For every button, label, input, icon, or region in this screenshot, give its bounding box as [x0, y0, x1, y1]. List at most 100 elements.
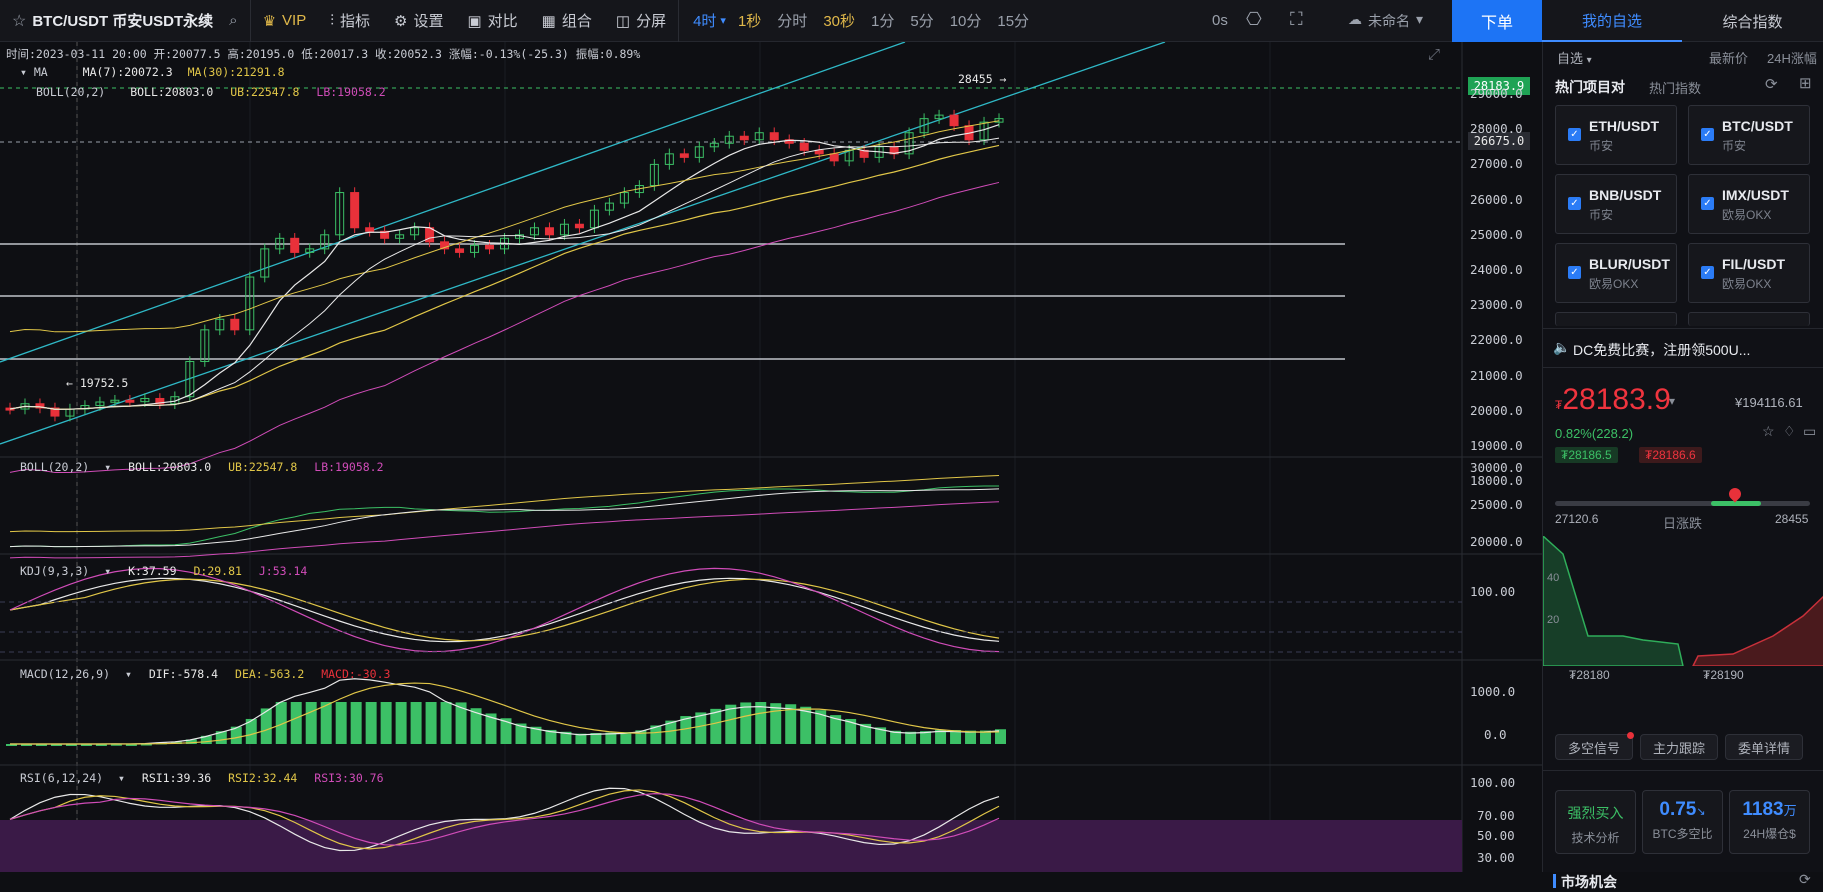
candle-body — [574, 223, 584, 229]
chevron-down-icon[interactable]: ▾ — [118, 771, 125, 785]
candle-body — [320, 234, 330, 250]
macd-bar — [425, 702, 437, 744]
candle-body — [140, 397, 150, 403]
account-menu[interactable]: ☁ 未命名 ▾ — [1348, 11, 1423, 31]
settings-button[interactable]: ⚙ 设置 — [382, 0, 455, 42]
bell-icon[interactable]: ♢ — [1783, 423, 1796, 439]
candle-body — [35, 403, 45, 409]
pair-card[interactable]: ✓ BTC/USDT 币安 — [1688, 105, 1810, 165]
macd-bar — [530, 726, 542, 744]
info-icon[interactable]: ▭ — [1803, 423, 1817, 439]
long-short-card[interactable]: 0.75↘ BTC多空比 — [1642, 790, 1723, 854]
candle-body — [440, 241, 450, 250]
star-icon[interactable]: ☆ — [12, 12, 27, 30]
vip-label: VIP — [282, 12, 307, 29]
hot-pairs-tab[interactable]: 热门项目对 — [1555, 79, 1625, 95]
range-bar — [1555, 501, 1810, 506]
camera-icon[interactable]: ⎔ — [1246, 9, 1262, 29]
range-fill — [1711, 501, 1761, 506]
period-1s[interactable]: 1秒 — [737, 13, 762, 30]
order-button[interactable]: 下单 — [1452, 0, 1542, 42]
chevron-down-icon[interactable]: ▾ — [720, 15, 726, 27]
expand-icon[interactable]: ⤢ — [1428, 46, 1441, 63]
macd-bar — [710, 708, 722, 744]
macd-bar — [440, 702, 452, 744]
technical-label: 技术分析 — [1571, 831, 1620, 845]
technical-analysis-card[interactable]: 强烈买入 技术分析 — [1555, 790, 1636, 854]
watchlist-filter[interactable]: 自选 ▾ — [1557, 48, 1592, 67]
chevron-down-icon[interactable]: ▾ — [104, 460, 112, 474]
period-timeline[interactable]: 分时 — [777, 13, 808, 30]
candle-body — [919, 118, 929, 134]
period-4h[interactable]: 4时 — [693, 13, 717, 30]
tab-index[interactable]: 综合指数 — [1722, 13, 1783, 31]
gear-icon: ⚙ — [394, 12, 408, 30]
macd-bar — [950, 729, 962, 744]
chevron-down-icon[interactable]: ▾ — [124, 667, 132, 681]
period-5m[interactable]: 5分 — [910, 13, 934, 30]
checkbox-icon[interactable]: ✓ — [1568, 128, 1581, 141]
period-30s[interactable]: 30秒 — [823, 13, 855, 30]
split-button[interactable]: ◫ 分屏 — [604, 0, 678, 42]
pair-exchange: 欧易OKX — [1722, 208, 1772, 222]
chart-area[interactable]: 时间:2023-03-11 20:00 开:20077.5 高:20195.0 … — [0, 42, 1542, 872]
macd-bar — [800, 706, 812, 744]
tab-watchlist[interactable]: 我的自选 — [1542, 0, 1682, 42]
pair-card[interactable]: ✓ IMX/USDT 欧易OKX — [1688, 174, 1810, 234]
checkbox-icon[interactable]: ✓ — [1701, 266, 1714, 279]
checkbox-icon[interactable]: ✓ — [1701, 128, 1714, 141]
checkbox-icon[interactable]: ✓ — [1568, 266, 1581, 279]
combo-button[interactable]: ▦ 组合 — [530, 0, 604, 42]
refresh-icon[interactable]: ⟳ — [1765, 76, 1778, 93]
macd-bar — [95, 744, 107, 746]
symbol-selector[interactable]: ☆ BTC/USDT 币安USDT永续 ⌕ — [0, 0, 250, 42]
main-tracking-button[interactable]: 主力跟踪 — [1640, 734, 1718, 760]
add-icon[interactable]: ⊞ — [1799, 75, 1812, 92]
macd-bar — [680, 716, 692, 744]
liquidation-card[interactable]: 1183万 24H爆仓$ — [1729, 790, 1810, 854]
macd-bar — [695, 712, 707, 744]
pair-card[interactable]: ✓ ETH/USDT 币安 — [1555, 105, 1677, 165]
refresh-icon[interactable]: ⟳ — [1799, 871, 1811, 887]
pair-card-partial[interactable] — [1688, 312, 1810, 326]
period-15m[interactable]: 15分 — [997, 13, 1030, 30]
search-icon[interactable]: ⌕ — [229, 12, 238, 29]
cny-price: ¥194116.61 — [1735, 395, 1803, 410]
macd-bar — [560, 731, 572, 744]
macd-dif: DIF:-578.4 — [148, 667, 219, 681]
compare-button[interactable]: ▣ 对比 — [455, 0, 529, 42]
chevron-down-icon[interactable]: ▾ — [20, 65, 27, 79]
macd-bar — [590, 733, 602, 744]
order-details-button[interactable]: 委单详情 — [1725, 734, 1803, 760]
chevron-down-icon[interactable]: ▾ — [104, 564, 112, 578]
rsi-band — [0, 820, 1462, 872]
pair-card-partial[interactable] — [1555, 312, 1677, 326]
pair-card[interactable]: ✓ BLUR/USDT 欧易OKX — [1555, 243, 1677, 303]
split-label: 分屏 — [636, 13, 667, 30]
signal-button[interactable]: 多空信号 — [1555, 734, 1633, 760]
rsi2-value: RSI2:32.44 — [228, 771, 298, 785]
ask-badge: ₮28186.6 — [1639, 447, 1702, 463]
macd-bar — [485, 713, 497, 744]
star-icon[interactable]: ☆ — [1762, 423, 1775, 439]
period-1m[interactable]: 1分 — [871, 13, 895, 30]
macd-bar — [320, 702, 332, 744]
checkbox-icon[interactable]: ✓ — [1568, 197, 1581, 210]
chevron-down-icon[interactable]: ▾ — [1669, 394, 1676, 408]
notice-text[interactable]: DC免费比赛，注册领500U... — [1573, 342, 1751, 358]
latest-price-header[interactable]: 最新价 — [1709, 51, 1749, 66]
indicators-button[interactable]: ⫶ 指标 — [318, 0, 382, 42]
chart-canvas[interactable] — [0, 42, 1542, 872]
candle-body — [125, 399, 135, 403]
fullscreen-icon[interactable]: ⛶ — [1290, 9, 1303, 29]
macd-legend: MACD(12,26,9) ▾ DIF:-578.4 DEA:-563.2 MA… — [20, 667, 390, 681]
period-10m[interactable]: 10分 — [949, 13, 982, 30]
hot-index-tab[interactable]: 热门指数 — [1649, 81, 1702, 96]
change24-header[interactable]: 24H涨幅 — [1767, 51, 1817, 66]
sub-boll-legend: BOLL(20,2) ▾ BOLL:20803.0 UB:22547.8 LB:… — [20, 460, 384, 474]
pair-card[interactable]: ✓ FIL/USDT 欧易OKX — [1688, 243, 1810, 303]
vip-button[interactable]: ♛ VIP — [251, 0, 319, 42]
pair-card[interactable]: ✓ BNB/USDT 币安 — [1555, 174, 1677, 234]
checkbox-icon[interactable]: ✓ — [1701, 197, 1714, 210]
price-axis-label: 22000.0 — [1470, 332, 1523, 348]
